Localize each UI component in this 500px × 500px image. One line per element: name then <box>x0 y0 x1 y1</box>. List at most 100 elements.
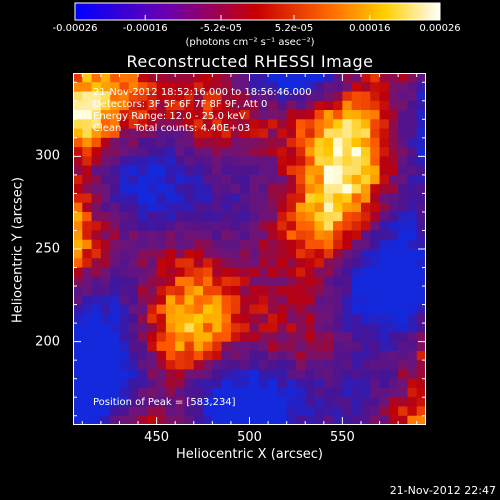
heatmap-cell <box>305 82 316 93</box>
heatmap-cell <box>91 91 102 102</box>
heatmap-cell <box>333 258 343 269</box>
heatmap-cell <box>351 313 362 324</box>
heatmap-cell <box>360 276 371 287</box>
heatmap-cell <box>110 249 121 259</box>
heatmap-cell <box>258 82 269 93</box>
heatmap-cell <box>147 165 158 176</box>
heatmap-cell <box>156 295 167 306</box>
heatmap-cell <box>258 119 269 130</box>
heatmap-cell <box>212 397 223 408</box>
heatmap-cell <box>184 360 195 371</box>
heatmap-cell <box>175 202 186 213</box>
heatmap-cell <box>138 286 148 296</box>
heatmap-cell <box>147 147 158 157</box>
heatmap-cell <box>175 184 186 195</box>
heatmap-cell <box>333 313 343 324</box>
heatmap-cell <box>305 304 316 315</box>
heatmap-cell <box>100 276 111 287</box>
heatmap-cell <box>165 323 176 333</box>
heatmap-cell <box>230 258 241 269</box>
heatmap-cell <box>184 313 195 324</box>
heatmap-cell <box>91 165 102 176</box>
heatmap-cell <box>342 286 353 296</box>
heatmap-cell <box>193 387 204 398</box>
heatmap-cell <box>416 341 426 352</box>
heatmap-cell <box>240 119 251 130</box>
heatmap-cell <box>416 276 426 287</box>
heatmap-cell <box>230 295 241 306</box>
heatmap-cell <box>286 415 297 425</box>
heatmap-cell <box>156 137 167 148</box>
heatmap-cell <box>221 193 232 204</box>
heatmap-cell <box>258 332 269 343</box>
heatmap-cell <box>323 369 334 380</box>
heatmap-cell <box>100 360 111 371</box>
heatmap-cell <box>240 406 251 417</box>
heatmap-cell <box>416 406 426 417</box>
heatmap-cell <box>286 100 297 111</box>
heatmap-cell <box>82 286 93 296</box>
heatmap-cell <box>240 147 251 157</box>
heatmap-cell <box>156 387 167 398</box>
heatmap-cell <box>221 341 232 352</box>
heatmap-cell <box>110 110 121 120</box>
heatmap-cell <box>277 360 288 371</box>
heatmap-cell <box>388 91 399 102</box>
heatmap-cell <box>110 100 121 111</box>
heatmap-cell <box>370 415 381 425</box>
heatmap-cell <box>342 147 353 157</box>
heatmap-cell <box>249 91 260 102</box>
heatmap-cell <box>203 267 213 278</box>
heatmap-cell <box>175 350 186 361</box>
heatmap-cell <box>91 202 102 213</box>
heatmap-cell <box>240 100 251 111</box>
heatmap-cell <box>221 174 232 185</box>
heatmap-cell <box>230 211 241 222</box>
heatmap-cell <box>212 304 223 315</box>
heatmap-cell <box>323 110 334 120</box>
heatmap-cell <box>175 82 186 93</box>
heatmap-cell <box>100 397 111 408</box>
heatmap-cell <box>370 397 381 408</box>
heatmap-cell <box>314 147 325 157</box>
heatmap-cell <box>193 276 204 287</box>
heatmap-cell <box>295 156 306 167</box>
heatmap-cell <box>138 110 148 120</box>
heatmap-cell <box>323 82 334 93</box>
heatmap-cell <box>416 110 426 120</box>
heatmap-cell <box>360 378 371 389</box>
heatmap-cell <box>128 165 139 176</box>
heatmap-cell <box>407 360 418 371</box>
heatmap-cell <box>268 369 278 380</box>
heatmap-cell <box>277 128 288 139</box>
heatmap-cell <box>323 378 334 389</box>
heatmap-cell <box>305 397 316 408</box>
heatmap-cell <box>128 332 139 343</box>
heatmap-cell <box>305 156 316 167</box>
heatmap-cell <box>156 323 167 333</box>
heatmap-cell <box>193 258 204 269</box>
heatmap-cell <box>128 323 139 333</box>
heatmap-cell <box>110 73 121 83</box>
heatmap-cell <box>156 286 167 296</box>
heatmap-cell <box>398 415 409 425</box>
heatmap-cell <box>110 387 121 398</box>
heatmap-cell <box>119 100 130 111</box>
heatmap-cell <box>138 165 148 176</box>
heatmap-cell <box>295 286 306 296</box>
heatmap-cell <box>212 184 223 195</box>
heatmap-cell <box>156 378 167 389</box>
heatmap-cell <box>342 397 353 408</box>
heatmap-cell <box>370 313 381 324</box>
heatmap-cell <box>184 82 195 93</box>
heatmap-cell <box>342 350 353 361</box>
heatmap-cell <box>91 137 102 148</box>
heatmap-cells <box>73 73 426 425</box>
heatmap-cell <box>221 73 232 83</box>
heatmap-cell <box>128 387 139 398</box>
heatmap-cell <box>193 202 204 213</box>
heatmap-cell <box>156 332 167 343</box>
heatmap-cell <box>221 415 232 425</box>
heatmap-cell <box>193 119 204 130</box>
